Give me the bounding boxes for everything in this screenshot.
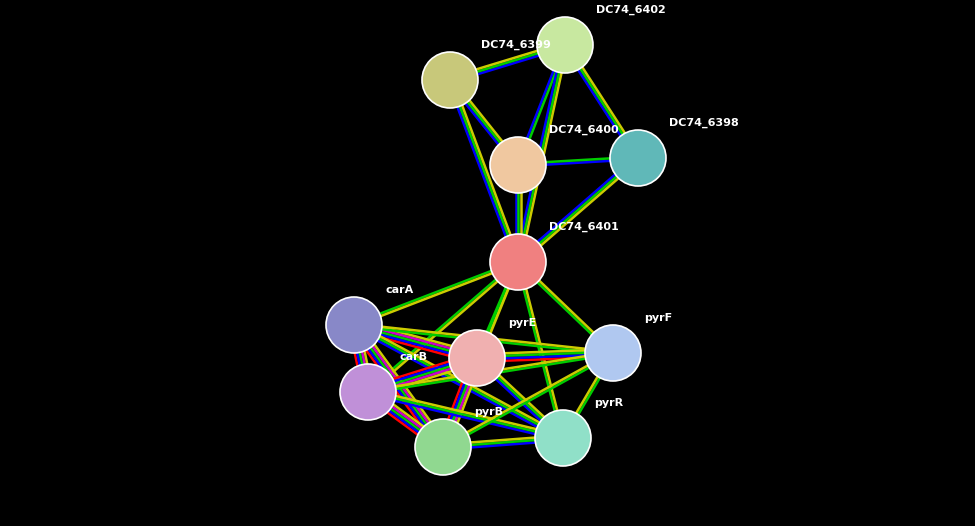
Text: pyrB: pyrB [474, 407, 503, 417]
Circle shape [537, 17, 593, 73]
Text: DC74_6398: DC74_6398 [669, 118, 739, 128]
Circle shape [415, 419, 471, 475]
Circle shape [340, 364, 396, 420]
Circle shape [610, 130, 666, 186]
Circle shape [535, 410, 591, 466]
Text: DC74_6401: DC74_6401 [549, 222, 619, 232]
Circle shape [326, 297, 382, 353]
Circle shape [449, 330, 505, 386]
Text: DC74_6400: DC74_6400 [549, 125, 618, 135]
Circle shape [585, 325, 641, 381]
Text: pyrR: pyrR [594, 398, 623, 408]
Circle shape [490, 137, 546, 193]
Text: DC74_6402: DC74_6402 [596, 5, 666, 15]
Circle shape [422, 52, 478, 108]
Text: pyrF: pyrF [644, 313, 672, 323]
Text: carB: carB [399, 352, 427, 362]
Circle shape [490, 234, 546, 290]
Text: DC74_6399: DC74_6399 [481, 40, 551, 50]
Text: pyrE: pyrE [508, 318, 536, 328]
Text: carA: carA [385, 285, 413, 295]
